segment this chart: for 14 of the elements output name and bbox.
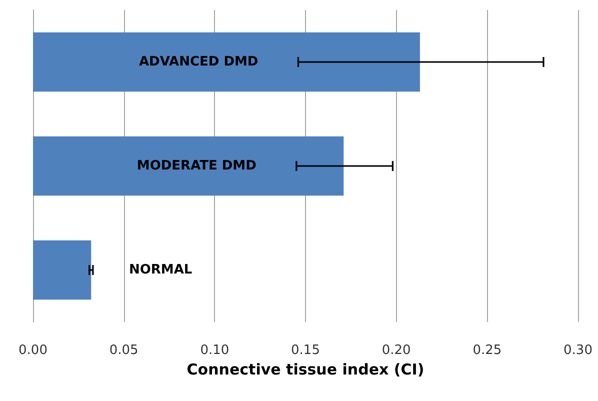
x-tick-label: 0.20 [382, 343, 411, 358]
y-tick-label: MODERATE DMD [136, 158, 257, 174]
bar [33, 240, 92, 300]
x-axis-title: Connective tissue index (CI) [186, 360, 424, 378]
x-tick-label: 0.15 [291, 343, 320, 358]
x-tick-label: 0.30 [564, 343, 592, 358]
y-tick-label: ADVANCED DMD [139, 54, 258, 70]
x-tick-label: 0.05 [109, 343, 138, 358]
x-tick-label: 0.10 [200, 343, 230, 358]
bar [33, 136, 344, 196]
x-tick-label: 0.25 [472, 343, 502, 358]
bar [33, 32, 420, 92]
y-tick-label: NORMAL [128, 262, 192, 278]
x-tick-label: 0.00 [18, 343, 48, 358]
